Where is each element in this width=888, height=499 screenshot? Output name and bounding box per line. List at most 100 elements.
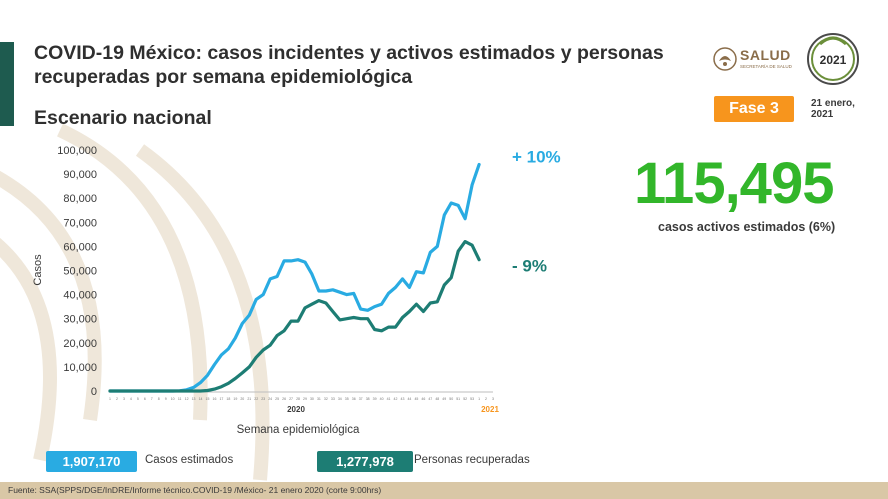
recovered-line <box>108 240 481 393</box>
y-tick-label: 20,000 <box>63 338 97 350</box>
x-tick-label: 1 <box>109 397 111 401</box>
independence-year-seal: 2021 <box>806 28 860 90</box>
x-tick-label: 36 <box>352 397 356 401</box>
x-tick-label: 25 <box>275 397 279 401</box>
brand-accent-bar <box>0 42 14 126</box>
x-tick-label: 19 <box>233 397 237 401</box>
salud-logo-text: SALUD <box>740 47 791 63</box>
salud-logo: SALUD SECRETARÍA DE SALUD <box>712 44 794 76</box>
phase-badge: Fase 3 <box>714 96 794 122</box>
y-tick-label: 100,000 <box>57 145 97 157</box>
page-title: COVID-19 México: casos incidentes y acti… <box>34 42 664 88</box>
estimated-change-label: + 10% <box>512 147 561 166</box>
x-tick-label: 17 <box>219 397 223 401</box>
x-tick-label: 2 <box>485 397 487 401</box>
x-tick-label: 15 <box>206 397 210 401</box>
x-tick-label: 7 <box>151 397 153 401</box>
estimated-cases-line <box>108 162 481 393</box>
x-tick-label: 31 <box>317 397 321 401</box>
active-cases-caption: casos activos estimados (6%) <box>658 220 836 234</box>
x-tick-label: 35 <box>345 397 349 401</box>
estimated-cases-label: Casos estimados <box>145 454 234 466</box>
y-tick-label: 30,000 <box>63 314 97 326</box>
y-tick-label: 50,000 <box>63 266 97 278</box>
salud-logo-subtitle: SECRETARÍA DE SALUD <box>740 64 792 69</box>
y-tick-label: 90,000 <box>63 169 97 181</box>
x-tick-label: 23 <box>261 397 265 401</box>
x-tick-label: 10 <box>171 397 175 401</box>
seal-icon <box>807 33 859 85</box>
x-tick-label: 21 <box>247 397 251 401</box>
x-tick-label: 12 <box>185 397 189 401</box>
recovered-change-label: - 9% <box>512 257 547 276</box>
x-tick-label: 11 <box>178 397 182 401</box>
recovered-label: Personas recuperadas <box>414 454 530 466</box>
x-tick-label: 32 <box>324 397 328 401</box>
x-axis-title: Semana epidemiológica <box>237 424 360 436</box>
eagle-emblem-icon <box>713 47 737 71</box>
x-tick-label: 29 <box>303 397 307 401</box>
report-date: 21 enero, 2021 <box>811 98 855 120</box>
y-tick-label: 0 <box>91 386 97 398</box>
footer-source: Fuente: SSA(SPPS/DGE/InDRE/Informe técni… <box>8 485 382 495</box>
x-tick-label: 3 <box>123 397 125 401</box>
x-tick-label: 1 <box>478 397 480 401</box>
x-tick-label: 45 <box>414 397 418 401</box>
y-tick-label: 40,000 <box>63 290 97 302</box>
x-tick-label: 13 <box>192 397 196 401</box>
y-tick-label: 80,000 <box>63 193 97 205</box>
x-tick-label: 27 <box>289 397 293 401</box>
y-tick-label: 60,000 <box>63 241 97 253</box>
x-tick-label: 22 <box>254 397 258 401</box>
chart-labels: + 10% - 9% <box>512 147 561 275</box>
x-tick-label: 5 <box>137 397 139 401</box>
footer-bar: Fuente: SSA(SPPS/DGE/InDRE/Informe técni… <box>0 482 888 499</box>
report-date-line2: 2021 <box>811 109 834 120</box>
year-label-2021: 2021 <box>481 405 499 414</box>
x-tick-label: 40 <box>380 397 384 401</box>
year-label-2020: 2020 <box>287 405 305 414</box>
x-tick-label: 6 <box>144 397 146 401</box>
x-tick-label: 14 <box>199 397 203 401</box>
x-tick-label: 33 <box>331 397 335 401</box>
x-tick-label: 39 <box>373 397 377 401</box>
seal-year: 2021 <box>819 53 847 67</box>
x-tick-label: 16 <box>213 397 217 401</box>
x-tick-label: 30 <box>310 397 314 401</box>
active-cases-number: 115,495 <box>634 151 834 216</box>
x-tick-label: 52 <box>463 397 467 401</box>
x-tick-label: 49 <box>442 397 446 401</box>
x-tick-label: 4 <box>130 397 132 401</box>
x-tick-label: 2 <box>116 397 118 401</box>
y-tick-label: 10,000 <box>63 362 97 374</box>
x-tick-label: 47 <box>428 397 432 401</box>
series-lines <box>108 162 481 393</box>
x-tick-label: 8 <box>158 397 160 401</box>
x-tick-label: 28 <box>296 397 300 401</box>
y-axis: 0 10,000 20,000 30,000 40,000 50,000 60,000 70,… <box>32 145 97 398</box>
x-tick-label: 51 <box>456 397 460 401</box>
y-tick-label: 70,000 <box>63 217 97 229</box>
x-tick-label: 18 <box>226 397 230 401</box>
x-tick-label: 26 <box>282 397 286 401</box>
x-tick-label: 3 <box>492 397 494 401</box>
x-tick-label: 43 <box>401 397 405 401</box>
estimated-cases-badge: 1,907,170 <box>46 451 137 472</box>
report-date-line1: 21 enero, <box>811 98 855 109</box>
x-tick-label: 44 <box>407 397 411 401</box>
x-tick-label: 53 <box>470 397 474 401</box>
x-tick-label: 9 <box>165 397 167 401</box>
x-tick-label: 20 <box>240 397 244 401</box>
y-axis-title: Casos <box>32 254 44 286</box>
page-subtitle: Escenario nacional <box>34 107 212 129</box>
x-axis: 1 2 3 4 5 6 7 8 9 10 11 12 13 14 15 16 17 18 19 20 21 22 23 24 2… <box>109 391 499 436</box>
x-tick-label: 41 <box>387 397 391 401</box>
x-tick-label: 42 <box>394 397 398 401</box>
x-tick-label: 46 <box>421 397 425 401</box>
recovered-badge: 1,277,978 <box>317 451 413 472</box>
x-tick-label: 38 <box>366 397 370 401</box>
x-tick-label: 50 <box>449 397 453 401</box>
x-tick-label: 37 <box>359 397 363 401</box>
x-tick-label: 48 <box>435 397 439 401</box>
